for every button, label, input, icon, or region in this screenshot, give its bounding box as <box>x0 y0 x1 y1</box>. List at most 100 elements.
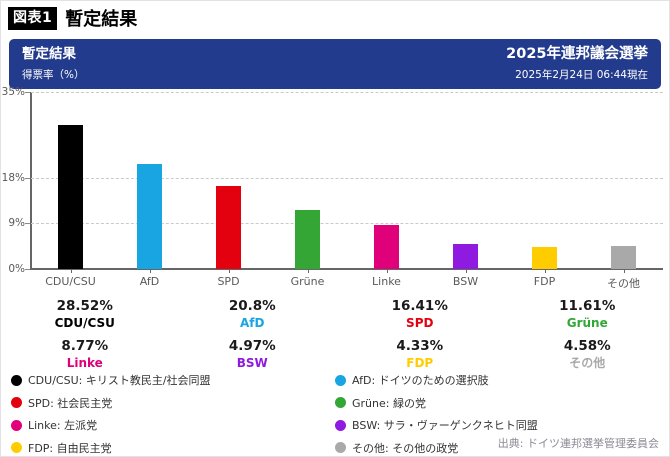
x-tick-mark <box>149 269 151 273</box>
x-axis-label: Linke <box>372 275 401 288</box>
chart-title: 暫定結果 <box>22 46 76 62</box>
stat-party-label: Linke <box>66 355 103 370</box>
stat-cell-CDU/CSU: 28.52% CDU/CSU <box>1 298 169 331</box>
stat-cell-SPD: 16.41% SPD <box>336 298 504 331</box>
stat-value: 4.97% <box>228 337 276 354</box>
legend-label: CDU/CSU: キリスト教民主/社会同盟 <box>28 374 211 387</box>
x-tick-mark <box>465 269 467 273</box>
stat-cell-FDP: 4.33% FDP <box>336 338 504 371</box>
legend-color-dot <box>11 419 22 431</box>
stat-value: 8.77% <box>61 337 109 354</box>
legend-item: その他: その他の政党 <box>335 440 661 456</box>
y-axis-line <box>30 92 32 269</box>
legend-item: SPD: 社会民主党 <box>11 395 335 411</box>
x-tick-mark <box>307 269 309 273</box>
legend-label: Linke: 左派党 <box>28 419 98 432</box>
legend-item: Grüne: 緑の党 <box>335 395 661 411</box>
election-name: 2025年連邦議会選挙 <box>506 46 648 62</box>
stat-value: 16.41% <box>391 298 448 314</box>
bar-AfD <box>137 163 162 269</box>
x-axis-label: AfD <box>139 275 160 288</box>
legend-label: Grüne: 緑の党 <box>352 396 426 410</box>
legend-color-dot <box>335 419 346 431</box>
legend-color-dot <box>11 442 22 453</box>
stat-cell-Grüne: 11.61% Grüne <box>504 298 670 331</box>
stat-party-label: SPD <box>406 316 434 331</box>
stat-party-label: BSW <box>236 355 268 370</box>
x-axis-label: FDP <box>533 275 556 288</box>
y-gridline <box>31 177 663 179</box>
legend-label: SPD: 社会民主党 <box>28 396 113 410</box>
legend-item: CDU/CSU: キリスト教民主/社会同盟 <box>11 372 335 388</box>
y-tick-label: 18% <box>1 171 25 184</box>
y-tick-label: 35% <box>1 86 25 98</box>
x-axis-line <box>30 268 663 270</box>
x-axis-label: CDU/CSU <box>45 275 96 288</box>
source-credit: 出典: ドイツ連邦選挙管理委員会 <box>497 437 659 450</box>
x-axis-label: その他 <box>607 277 640 290</box>
bar-Grüne <box>295 210 320 269</box>
y-gridline <box>31 223 663 225</box>
bar-CDU/CSU <box>58 124 83 269</box>
stat-value: 4.58% <box>563 337 611 354</box>
data-timestamp: 2025年2月24日 06:44現在 <box>515 69 648 82</box>
x-tick-mark <box>228 269 230 273</box>
bar-FDP <box>532 247 557 269</box>
stat-value: 11.61% <box>559 298 616 314</box>
figure-header: 図表1 暫定結果 <box>8 5 137 31</box>
bar-その他 <box>611 245 636 269</box>
chart-y-axis-caption: 得票率（%） <box>22 69 85 82</box>
y-tick-label: 0% <box>8 263 25 275</box>
stat-cell-AfD: 20.8% AfD <box>169 298 337 331</box>
legend-label: FDP: 自由民主党 <box>28 441 112 455</box>
x-tick-mark <box>623 269 625 273</box>
y-tick-mark <box>25 223 30 225</box>
x-axis-label: Grüne <box>290 275 325 288</box>
stat-party-label: CDU/CSU <box>54 316 115 331</box>
y-tick-mark <box>25 177 30 179</box>
chart-header-right: 2025年連邦議会選挙 2025年2月24日 06:44現在 <box>506 46 648 82</box>
y-gridline <box>31 92 663 93</box>
legend-color-dot <box>335 397 346 408</box>
stat-party-label: その他 <box>569 355 606 370</box>
legend-color-dot <box>335 442 346 453</box>
x-axis-label: BSW <box>452 275 479 288</box>
chart-header-band: 暫定結果 得票率（%） 2025年連邦議会選挙 2025年2月24日 06:44… <box>9 39 661 89</box>
x-tick-mark <box>386 269 388 273</box>
bar-chart-plot: 35% 18% 9% 0% CDU/CSU AfD SPD Grüne Linke BSW FDP そ… <box>2 86 663 290</box>
legend-color-dot <box>11 397 22 408</box>
y-tick-mark <box>25 92 30 93</box>
legend-color-dot <box>335 374 346 386</box>
legend-item: Linke: 左派党 <box>11 417 335 433</box>
bar-SPD <box>216 186 241 269</box>
stat-value: 28.52% <box>56 298 113 314</box>
stat-value: 20.8% <box>228 298 276 314</box>
stat-party-label: AfD <box>240 316 265 331</box>
figure-number-badge: 図表1 <box>8 6 58 30</box>
stat-party-label: Grüne <box>566 316 608 331</box>
x-tick-mark <box>70 269 72 273</box>
legend-label: その他: その他の政党 <box>352 441 459 455</box>
stat-cell-その他: 4.58% その他 <box>504 338 670 371</box>
x-tick-mark <box>544 269 546 273</box>
legend-label: BSW: サラ・ヴァーゲンクネヒト同盟 <box>352 419 538 432</box>
x-axis-label: SPD <box>217 275 240 288</box>
figure-title: 暫定結果 <box>65 9 138 30</box>
legend-item: FDP: 自由民主党 <box>11 440 335 456</box>
y-tick-label: 9% <box>8 217 25 230</box>
legend-item: BSW: サラ・ヴァーゲンクネヒト同盟 <box>335 417 661 433</box>
results-summary-grid: 28.52% CDU/CSU 20.8% AfD 16.41% SPD 11.61% Grün… <box>1 298 670 371</box>
stat-cell-Linke: 8.77% Linke <box>1 338 169 371</box>
party-legend: CDU/CSU: キリスト教民主/社会同盟 SPD: 社会民主党 Linke: 左派… <box>11 372 661 456</box>
stat-cell-BSW: 4.97% BSW <box>169 338 337 371</box>
bar-Linke <box>374 224 399 269</box>
legend-item: AfD: ドイツのための選択肢 <box>335 372 661 388</box>
legend-color-dot <box>11 374 22 386</box>
bar-BSW <box>453 243 478 269</box>
chart-header-left: 暫定結果 得票率（%） <box>22 46 84 82</box>
legend-label: AfD: ドイツのための選択肢 <box>352 374 489 387</box>
stat-party-label: FDP <box>406 355 434 370</box>
y-tick-mark <box>25 269 30 270</box>
stat-value: 4.33% <box>396 337 444 354</box>
